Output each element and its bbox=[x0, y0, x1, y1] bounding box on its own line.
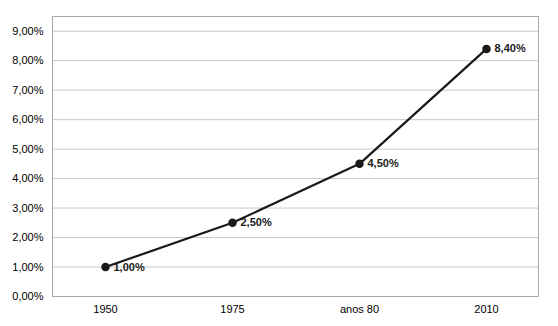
svg-text:0,00%: 0,00% bbox=[12, 290, 43, 302]
svg-text:1975: 1975 bbox=[220, 303, 244, 315]
svg-text:2,50%: 2,50% bbox=[241, 216, 272, 228]
svg-text:anos 80: anos 80 bbox=[340, 303, 379, 315]
svg-text:8,40%: 8,40% bbox=[495, 42, 526, 54]
svg-text:4,50%: 4,50% bbox=[368, 157, 399, 169]
svg-text:6,00%: 6,00% bbox=[12, 113, 43, 125]
svg-text:2010: 2010 bbox=[474, 303, 498, 315]
svg-text:1,00%: 1,00% bbox=[114, 261, 145, 273]
svg-text:5,00%: 5,00% bbox=[12, 143, 43, 155]
svg-text:4,00%: 4,00% bbox=[12, 172, 43, 184]
svg-text:1950: 1950 bbox=[93, 303, 117, 315]
svg-text:7,00%: 7,00% bbox=[12, 84, 43, 96]
svg-text:1,00%: 1,00% bbox=[12, 261, 43, 273]
svg-text:9,00%: 9,00% bbox=[12, 25, 43, 37]
svg-text:3,00%: 3,00% bbox=[12, 202, 43, 214]
svg-text:8,00%: 8,00% bbox=[12, 54, 43, 66]
svg-text:2,00%: 2,00% bbox=[12, 231, 43, 243]
